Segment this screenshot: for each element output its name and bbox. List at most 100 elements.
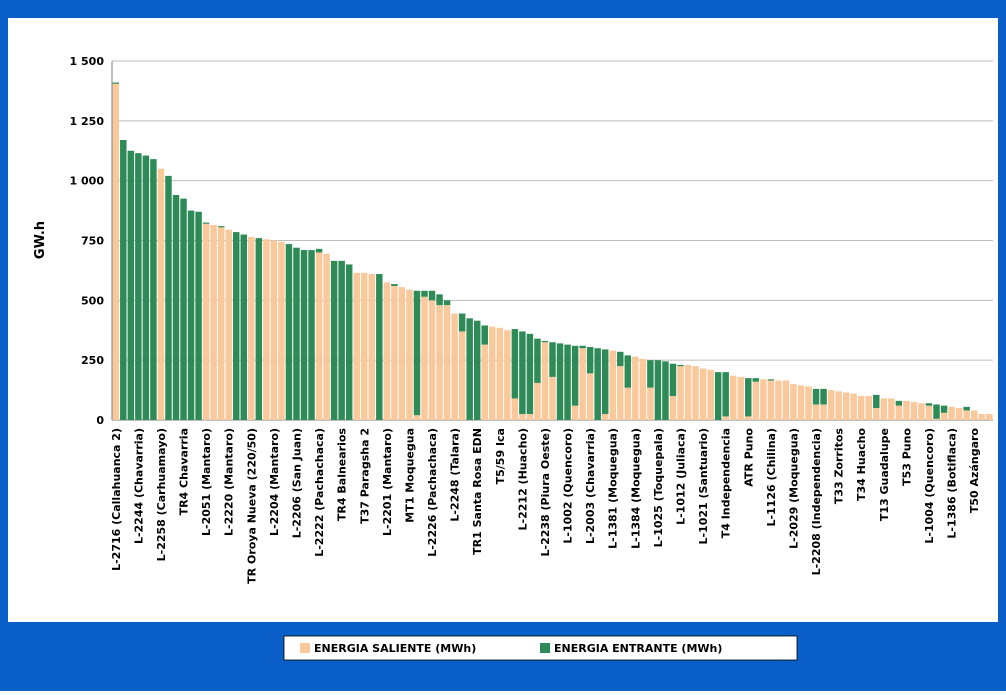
bar-segment [571, 345, 579, 406]
legend-label: ENERGIA SALIENTE (MWh) [314, 642, 476, 655]
bar-segment [240, 234, 248, 420]
bar-segment [541, 342, 549, 420]
bar-segment [729, 375, 737, 420]
x-tick-label: MT1 Moquegua [403, 428, 416, 523]
bar-segment [376, 274, 383, 420]
bar-segment [617, 366, 624, 420]
bar-segment [481, 344, 488, 420]
x-tick-label: L-1384 (Moquegua) [629, 428, 642, 549]
bar-segment [970, 410, 978, 420]
bar-segment [925, 405, 933, 420]
bar-segment [534, 338, 541, 383]
bar-segment [436, 294, 443, 306]
x-tick-label: L-2206 (San Juan) [290, 428, 303, 538]
bar-segment [963, 410, 970, 420]
bar-segment [601, 349, 609, 415]
legend-label: ENERGIA ENTRANTE (MWh) [554, 642, 722, 655]
x-tick-label: L-2201 (Mantaro) [381, 428, 394, 536]
x-tick-label: T4 Independencia [720, 428, 733, 538]
x-tick-label: TR4 Chavarria [178, 428, 191, 515]
x-tick-label: L-2212 (Huacho) [516, 428, 529, 530]
bar-segment [383, 282, 391, 420]
bar-segment [443, 305, 451, 420]
bar-segment [767, 380, 775, 420]
legend [283, 635, 798, 661]
bar-segment [782, 380, 790, 420]
bar-segment [323, 253, 330, 420]
bar-segment [714, 372, 722, 420]
bar-segment [150, 159, 157, 421]
bar-segment [873, 394, 880, 409]
bar-segment [406, 289, 413, 420]
x-tick-label: T50 Azángaro [968, 428, 981, 514]
bar-segment [315, 252, 323, 420]
bar-segment [797, 385, 805, 420]
bar-segment [594, 348, 601, 420]
bar-segment [888, 398, 895, 420]
bar-segment [270, 240, 278, 420]
bar-segment [669, 396, 677, 420]
bar-segment [737, 376, 744, 420]
bar-segment [391, 284, 398, 286]
x-tick-label: L-1012 (Juliaca) [675, 428, 688, 525]
bar-segment [195, 211, 202, 420]
y-tick-label: 500 [81, 294, 104, 307]
bar-segment [541, 341, 549, 343]
bar-segment [820, 388, 827, 405]
bar-segment [669, 363, 677, 397]
bar-segment [699, 368, 707, 420]
bar-segment [511, 329, 519, 399]
bar-segment [421, 290, 428, 297]
bar-segment [413, 290, 421, 416]
bar-segment [579, 348, 586, 420]
x-tick-label: L-2208 (Independencia) [810, 428, 823, 575]
y-tick-label: 250 [81, 354, 104, 367]
x-tick-label: T34 Huacho [855, 428, 868, 501]
x-tick-label: L-2029 (Moquegua) [787, 428, 800, 549]
x-tick-label: TR4 Balnearios [336, 428, 349, 522]
bar-segment [217, 227, 225, 420]
bar-segment [345, 264, 353, 420]
bar-segment [225, 229, 232, 420]
bar-segment [135, 153, 142, 421]
bar-segment [677, 366, 684, 420]
bar-segment [526, 414, 534, 420]
bar-segment [940, 405, 948, 413]
bar-segment [202, 222, 210, 224]
x-tick-label: L-2204 (Mantaro) [268, 428, 281, 536]
y-axis-label: GW.h [33, 221, 48, 259]
bar-segment [391, 285, 398, 420]
bar-segment [458, 331, 466, 420]
bar-segment [556, 343, 564, 420]
bar-segment [534, 382, 541, 420]
bar-segment [172, 195, 180, 420]
bar-segment [293, 247, 300, 420]
x-tick-label: T5/59 Ica [494, 428, 507, 484]
bar-segment [654, 360, 662, 420]
bar-segment [955, 408, 963, 420]
bar-segment [895, 400, 903, 406]
bar-segment [647, 360, 654, 388]
bar-segment [745, 378, 752, 417]
bar-segment [639, 358, 647, 420]
bar-segment [338, 260, 345, 420]
bar-segment [647, 387, 654, 420]
x-tick-label: L-2244 (Chavarria) [132, 428, 145, 544]
x-tick-label: L-2238 (Piura Oeste) [539, 428, 552, 557]
bar-segment [978, 414, 985, 420]
x-tick-label: L-2716 (Callahuanca 2) [110, 428, 123, 571]
bar-segment [112, 82, 120, 84]
bar-segment [511, 398, 519, 420]
bar-segment [285, 244, 293, 420]
x-tick-label: L-2222 (Pachachaca) [313, 428, 326, 557]
bar-segment [353, 272, 360, 420]
bar-segment [850, 393, 857, 420]
bar-segment [895, 405, 903, 420]
bar-segment [180, 198, 187, 420]
bar-segment [458, 313, 466, 332]
bar-segment [451, 313, 458, 420]
bar-segment [835, 391, 842, 420]
x-tick-label: L-2003 (Chavarria) [584, 428, 597, 544]
